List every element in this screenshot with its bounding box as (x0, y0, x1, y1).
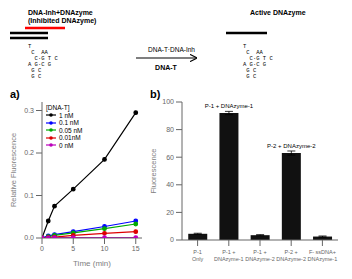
html-text:b): b) (150, 88, 161, 100)
svg-text:F- ssDNA+DNAzyme-1: F- ssDNA+DNAzyme-1 (308, 249, 338, 262)
svg-text:100: 100 (162, 98, 174, 105)
svg-text:DNA-Inh+DNAzyme(Inhibited DNAz: DNA-Inh+DNAzyme(Inhibited DNAzyme) (28, 9, 96, 25)
html-text:0.1 nM: 0.1 nM (59, 119, 79, 126)
html-text:a): a) (10, 88, 20, 100)
svg-text:P-1Only: P-1Only (192, 249, 204, 262)
svg-text:0.0: 0.0 (24, 234, 34, 241)
svg-text:T C AA C·G T CA G·C G G C G: T C AA C·G T CA G·C G G C G C (243, 43, 273, 80)
svg-text:P-2 +DNAzyme-2: P-2 +DNAzyme-2 (276, 249, 306, 262)
svg-text:0: 0 (40, 245, 44, 252)
svg-text:DNA-T: DNA-T (155, 64, 177, 71)
svg-text:P-1 +DNAzyme-2: P-1 +DNAzyme-2 (245, 249, 275, 262)
html-text:1 nM: 1 nM (59, 111, 74, 119)
svg-text:10: 10 (101, 245, 109, 252)
svg-text:0.1: 0.1 (24, 192, 34, 199)
svg-text:DNA-T·DNA-Inh: DNA-T·DNA-Inh (148, 46, 195, 53)
svg-text:15: 15 (132, 245, 140, 252)
svg-text:Fluorescence: Fluorescence (149, 148, 158, 193)
svg-text:0.2: 0.2 (24, 149, 34, 156)
html-text:0.01nM: 0.01nM (59, 134, 81, 141)
html-text:0.05 nM: 0.05 nM (59, 126, 83, 134)
svg-text:T C AA C·G T CA G·C G G C G: T C AA C·G T CA G·C G G C G C (28, 43, 58, 80)
svg-text:80: 80 (166, 126, 174, 133)
svg-text:60: 60 (166, 154, 174, 161)
svg-text:P-2 + DNAzyme-2: P-2 + DNAzyme-2 (267, 143, 316, 149)
html-text:[DNA-T]: [DNA-T] (46, 104, 70, 111)
svg-text:20: 20 (166, 209, 174, 216)
svg-text:40: 40 (166, 181, 174, 188)
svg-text:5: 5 (71, 245, 75, 252)
svg-text:Time (min): Time (min) (73, 259, 111, 268)
svg-text:Relative Fluorescence: Relative Fluorescence (9, 133, 18, 207)
svg-text:P-1 + DNAzyme-1: P-1 + DNAzyme-1 (205, 103, 254, 109)
html-text:0 nM: 0 nM (59, 141, 74, 149)
svg-text:0.3: 0.3 (24, 107, 34, 114)
svg-text:P-1 +DNAzyme-1: P-1 +DNAzyme-1 (214, 249, 244, 262)
svg-text:0: 0 (170, 236, 174, 243)
svg-text:Active DNAzyme: Active DNAzyme (250, 9, 306, 17)
